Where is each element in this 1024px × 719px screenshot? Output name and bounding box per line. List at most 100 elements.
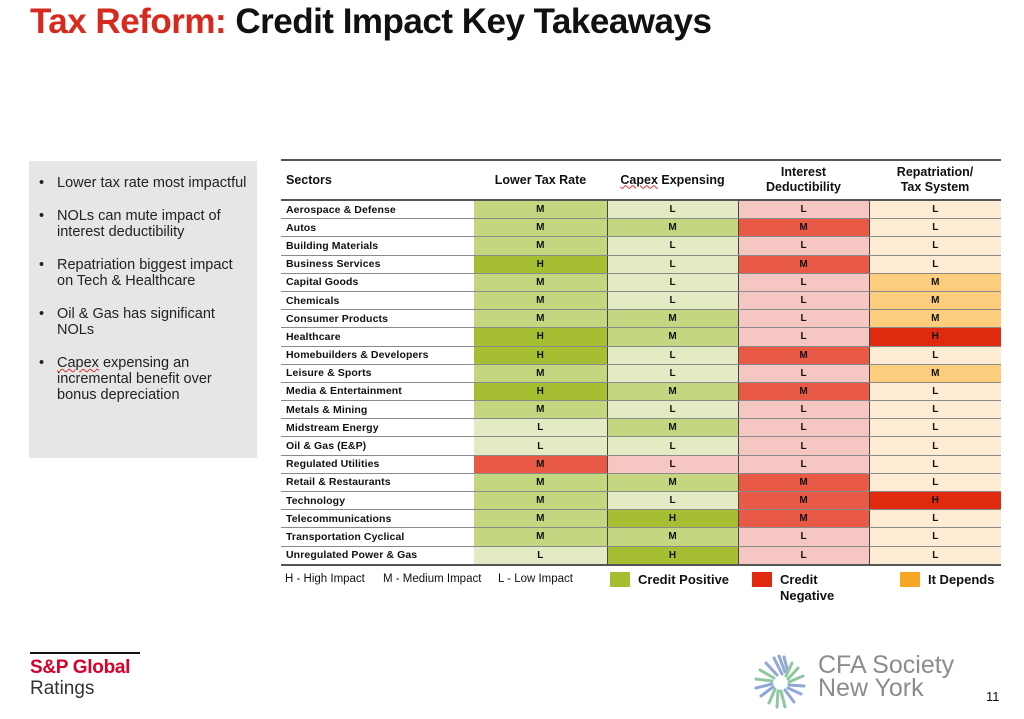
cell-interest-deductibility: M <box>737 346 869 365</box>
table-row: Retail & Restaurants M M M L <box>281 473 1001 493</box>
cell-capex-expensing: L <box>606 291 738 311</box>
cell-repatriation: L <box>868 418 1001 438</box>
takeaways-panel: • Lower tax rate most impactful • NOLs can … <box>29 161 257 458</box>
sector-name: Metals & Mining <box>281 400 474 420</box>
cell-interest-deductibility: L <box>737 200 869 220</box>
bullet-icon: • <box>39 175 45 191</box>
table-body: Aerospace & Defense M L L L Autos M M M L Building… <box>281 200 1001 566</box>
cfa-line2: New York <box>818 674 924 702</box>
cell-interest-deductibility: L <box>737 236 869 256</box>
cell-interest-deductibility: L <box>737 400 869 420</box>
table-row: Unregulated Power & Gas L H L L <box>281 546 1001 566</box>
cell-capex-expensing: L <box>606 236 738 256</box>
cell-capex-expensing: M <box>606 327 738 347</box>
sector-name: Oil & Gas (E&P) <box>281 436 474 456</box>
table-row: Telecommunications M H M L <box>281 509 1001 529</box>
cell-capex-expensing: L <box>606 436 738 456</box>
logo-rule <box>30 652 140 654</box>
sector-name: Midstream Energy <box>281 418 474 438</box>
sp-global-ratings-logo: S&P Global Ratings <box>30 652 140 699</box>
cell-lower-tax-rate: L <box>474 546 607 566</box>
cell-interest-deductibility: M <box>737 509 869 529</box>
cell-capex-expensing: M <box>606 418 738 438</box>
title-highlight: Tax Reform: <box>30 2 227 41</box>
table-row: Healthcare H M L H <box>281 327 1001 347</box>
cell-capex-expensing: L <box>606 200 738 220</box>
cell-lower-tax-rate: M <box>474 491 607 511</box>
sector-name: Telecommunications <box>281 509 474 529</box>
sector-name: Consumer Products <box>281 309 474 329</box>
cell-capex-expensing: M <box>606 309 738 329</box>
sector-name: Chemicals <box>281 291 474 311</box>
header-interest-deductibility: Interest Deductibility <box>738 160 869 201</box>
table-row: Homebuilders & Developers H L M L <box>281 346 1001 365</box>
cell-interest-deductibility: L <box>737 455 869 474</box>
takeaway-text: Lower tax rate most impactful <box>57 175 247 191</box>
cell-repatriation: L <box>868 255 1001 274</box>
header-lower-tax-rate: Lower Tax Rate <box>474 160 607 201</box>
cell-lower-tax-rate: M <box>474 236 607 256</box>
table-row: Transportation Cyclical M M L L <box>281 527 1001 547</box>
legend-label-negative: Credit Negative <box>780 572 835 603</box>
cfa-starburst-icon <box>754 654 806 709</box>
header-int-line2: Deductibility <box>765 180 841 194</box>
table-header-row: Sectors Lower Tax Rate Capex Expensing I… <box>281 160 1001 201</box>
cell-interest-deductibility: M <box>737 218 869 238</box>
cell-interest-deductibility: L <box>737 327 869 347</box>
bullet-icon: • <box>39 355 45 371</box>
takeaway-text: NOLs can mute impact of interest deducti… <box>57 208 221 240</box>
sector-name: Technology <box>281 491 474 511</box>
sp-sub: Ratings <box>30 678 95 699</box>
cell-interest-deductibility: L <box>737 436 869 456</box>
cell-repatriation: L <box>868 382 1001 402</box>
takeaway-item: • Lower tax rate most impactful <box>37 175 249 191</box>
cell-interest-deductibility: L <box>737 273 869 292</box>
cell-repatriation: H <box>868 491 1001 511</box>
cell-lower-tax-rate: M <box>474 309 607 329</box>
sector-name: Leisure & Sports <box>281 364 474 383</box>
cell-interest-deductibility: L <box>737 418 869 438</box>
takeaway-item: • Oil & Gas has significant NOLs <box>37 306 249 338</box>
cell-lower-tax-rate: M <box>474 509 607 529</box>
cell-repatriation: M <box>868 309 1001 329</box>
cell-interest-deductibility: L <box>737 291 869 311</box>
cell-repatriation: M <box>868 273 1001 292</box>
cell-interest-deductibility: L <box>737 527 869 547</box>
table-row: Chemicals M L L M <box>281 291 1001 311</box>
takeaways-list: • Lower tax rate most impactful • NOLs can … <box>37 175 249 403</box>
table-row: Oil & Gas (E&P) L L L L <box>281 436 1001 456</box>
cell-interest-deductibility: L <box>737 546 869 566</box>
cell-lower-tax-rate: M <box>474 455 607 474</box>
table-row: Building Materials M L L L <box>281 236 1001 256</box>
cell-repatriation: L <box>868 455 1001 474</box>
cell-repatriation: L <box>868 200 1001 220</box>
header-rep-line2: Tax System <box>900 180 970 194</box>
credit-impact-table: Sectors Lower Tax Rate Capex Expensing I… <box>281 159 1001 566</box>
cell-repatriation: L <box>868 346 1001 365</box>
cell-lower-tax-rate: M <box>474 473 607 493</box>
cell-repatriation: L <box>868 546 1001 566</box>
header-capex-word: Capex <box>620 172 658 187</box>
header-repatriation: Repatriation/Tax System <box>869 160 1001 201</box>
spellcheck-word: Capex <box>57 355 99 371</box>
cell-interest-deductibility: M <box>737 255 869 274</box>
legend-label-positive: Credit Positive <box>638 572 730 587</box>
table-row: Media & Entertainment H M M L <box>281 382 1001 402</box>
takeaway-item: • Repatriation biggest impact on Tech & H… <box>37 257 249 289</box>
takeaway-text: Capex expensing an incremental benefit o… <box>57 355 212 403</box>
sector-name: Unregulated Power & Gas <box>281 546 474 566</box>
sector-name: Homebuilders & Developers <box>281 346 474 365</box>
cell-interest-deductibility: M <box>737 491 869 511</box>
cell-capex-expensing: H <box>606 509 738 529</box>
cell-capex-expensing: M <box>606 382 738 402</box>
cell-capex-expensing: L <box>606 273 738 292</box>
legend-key-high: H - High Impact <box>285 573 365 585</box>
bullet-icon: • <box>39 208 45 224</box>
cell-lower-tax-rate: M <box>474 273 607 292</box>
cell-lower-tax-rate: H <box>474 327 607 347</box>
sector-name: Healthcare <box>281 327 474 347</box>
cell-repatriation: L <box>868 527 1001 547</box>
takeaway-item: • NOLs can mute impact of interest deduct… <box>37 208 249 240</box>
cell-capex-expensing: M <box>606 473 738 493</box>
cell-lower-tax-rate: H <box>474 382 607 402</box>
